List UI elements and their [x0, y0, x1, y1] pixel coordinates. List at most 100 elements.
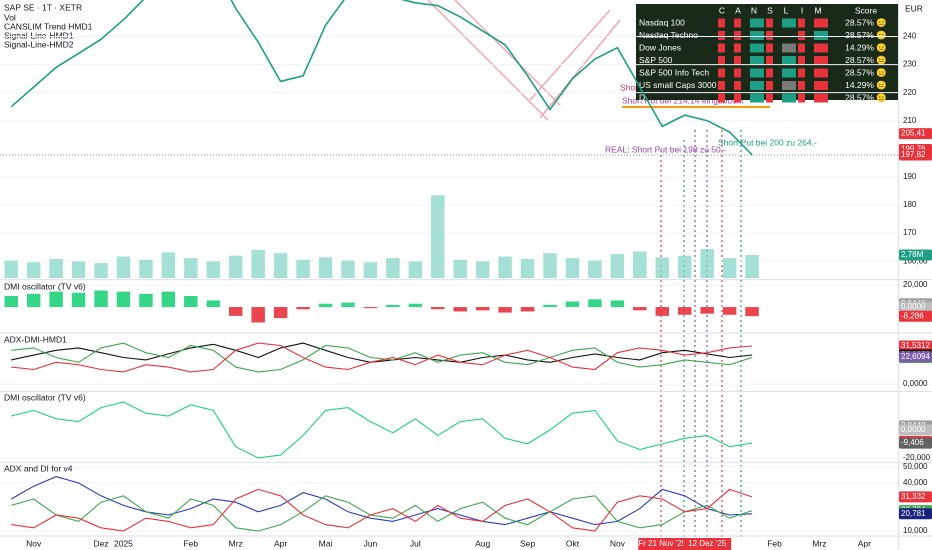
- table-header: L: [784, 5, 789, 15]
- bar: [296, 307, 310, 310]
- bar: [565, 301, 580, 308]
- bar: [4, 260, 18, 278]
- status-cell: [750, 68, 764, 78]
- price-tag: [899, 249, 932, 261]
- status-cell: [782, 43, 796, 53]
- price-tag-label: 197,82: [901, 150, 926, 159]
- bar: [722, 307, 737, 315]
- bar: [610, 300, 625, 308]
- legend-item: Vol: [4, 12, 16, 22]
- panel: [0, 401, 898, 459]
- series-line: [11, 342, 753, 373]
- bar: [139, 259, 153, 278]
- currency: EUR: [905, 3, 923, 13]
- annotation: REAL: Short Put bei 198 zu 50,-: [605, 144, 726, 154]
- bar: [677, 255, 692, 278]
- series-line: [11, 488, 753, 532]
- status-cell: [798, 31, 805, 40]
- bar: [161, 252, 176, 278]
- price-tag-label: 205,41: [901, 129, 926, 138]
- y-tick-label: 190: [903, 172, 917, 181]
- bar: [408, 261, 423, 278]
- bar: [386, 304, 400, 308]
- price-tag-label: 2,78M: [901, 250, 924, 259]
- date-highlight: [638, 538, 687, 550]
- status-cell: [782, 18, 796, 28]
- series-line: [11, 495, 753, 532]
- bar: [318, 303, 333, 308]
- bar: [273, 253, 288, 278]
- row-label: Dow Jones: [639, 42, 681, 52]
- bar: [94, 290, 108, 308]
- series-line: [10, 0, 753, 156]
- x-tick-label: Jun: [364, 538, 378, 548]
- price-tag: [899, 437, 932, 449]
- price-tag-label: 20,781: [901, 509, 926, 518]
- bar: [206, 261, 221, 278]
- bar: [453, 307, 467, 312]
- row-label: US small Caps 3000: [639, 80, 717, 90]
- bar: [363, 307, 378, 309]
- status-cell: [718, 93, 725, 103]
- price-tag: [899, 340, 932, 352]
- status-cell: [734, 81, 741, 90]
- status-cell: [718, 56, 725, 65]
- price-tag: [899, 301, 932, 313]
- bar: [71, 292, 86, 308]
- status-cell: [798, 68, 805, 78]
- row-score: 28.57% 😐: [845, 92, 887, 102]
- bar: [184, 296, 198, 308]
- status-cell: [814, 93, 828, 103]
- bar: [116, 291, 131, 308]
- price-tag-label: 31,332: [901, 492, 926, 501]
- price-tag-label: 0,0000: [901, 302, 926, 311]
- bar: [341, 260, 355, 278]
- bar: [633, 251, 647, 278]
- table-header: S: [767, 5, 773, 15]
- series-line: [10, 476, 753, 526]
- bar: [588, 299, 602, 308]
- bar: [184, 258, 198, 278]
- price-tag-label: -9,406: [901, 438, 924, 447]
- bar: [543, 304, 557, 308]
- status-cell: [718, 31, 725, 40]
- status-cell: [798, 56, 805, 65]
- bar: [431, 195, 445, 278]
- bar: [745, 307, 759, 317]
- y-tick-label: 20,000: [903, 280, 928, 289]
- bar: [655, 257, 670, 278]
- status-cell: [782, 93, 796, 103]
- status-cell: [718, 68, 725, 78]
- bar: [318, 257, 333, 278]
- bar: [431, 307, 445, 310]
- bar: [139, 293, 153, 308]
- row-label: S&P 500 Info Tech: [639, 67, 709, 77]
- annotation: Short Put bei 214,14 eingebucht: [622, 95, 744, 105]
- price-tag: [899, 491, 932, 503]
- x-tick-label: Fr 21 Nov '25: [638, 539, 686, 548]
- y-tick-label: 160,00: [903, 256, 928, 265]
- bar: [677, 307, 692, 315]
- price-tag: [899, 424, 932, 436]
- bar: [4, 296, 18, 308]
- bar: [363, 262, 378, 278]
- bar: [520, 258, 535, 278]
- status-cell: [766, 43, 773, 53]
- price-tag-label: 199,76: [901, 145, 926, 154]
- row-label: D: [639, 92, 645, 102]
- row-label: S&P 500: [639, 55, 673, 65]
- bar: [700, 249, 714, 278]
- y-tick-label: 0,0000: [903, 379, 928, 388]
- legend-item: Signal-Line-HMD1: [4, 30, 74, 40]
- price-tag-label: 31,5312: [901, 341, 930, 350]
- y-tick-label: 170: [903, 228, 917, 237]
- panel-title: DMI oscillator (TV v6): [4, 392, 86, 402]
- status-cell: [718, 18, 725, 28]
- price-tag-label: 22,6094: [901, 352, 930, 361]
- y-tick-label: 180: [903, 200, 917, 209]
- price-tag: [899, 351, 932, 363]
- table-header: C: [719, 5, 725, 15]
- table-header: M: [814, 5, 821, 15]
- bar: [251, 249, 265, 278]
- y-tick-label: 50,000: [903, 462, 928, 471]
